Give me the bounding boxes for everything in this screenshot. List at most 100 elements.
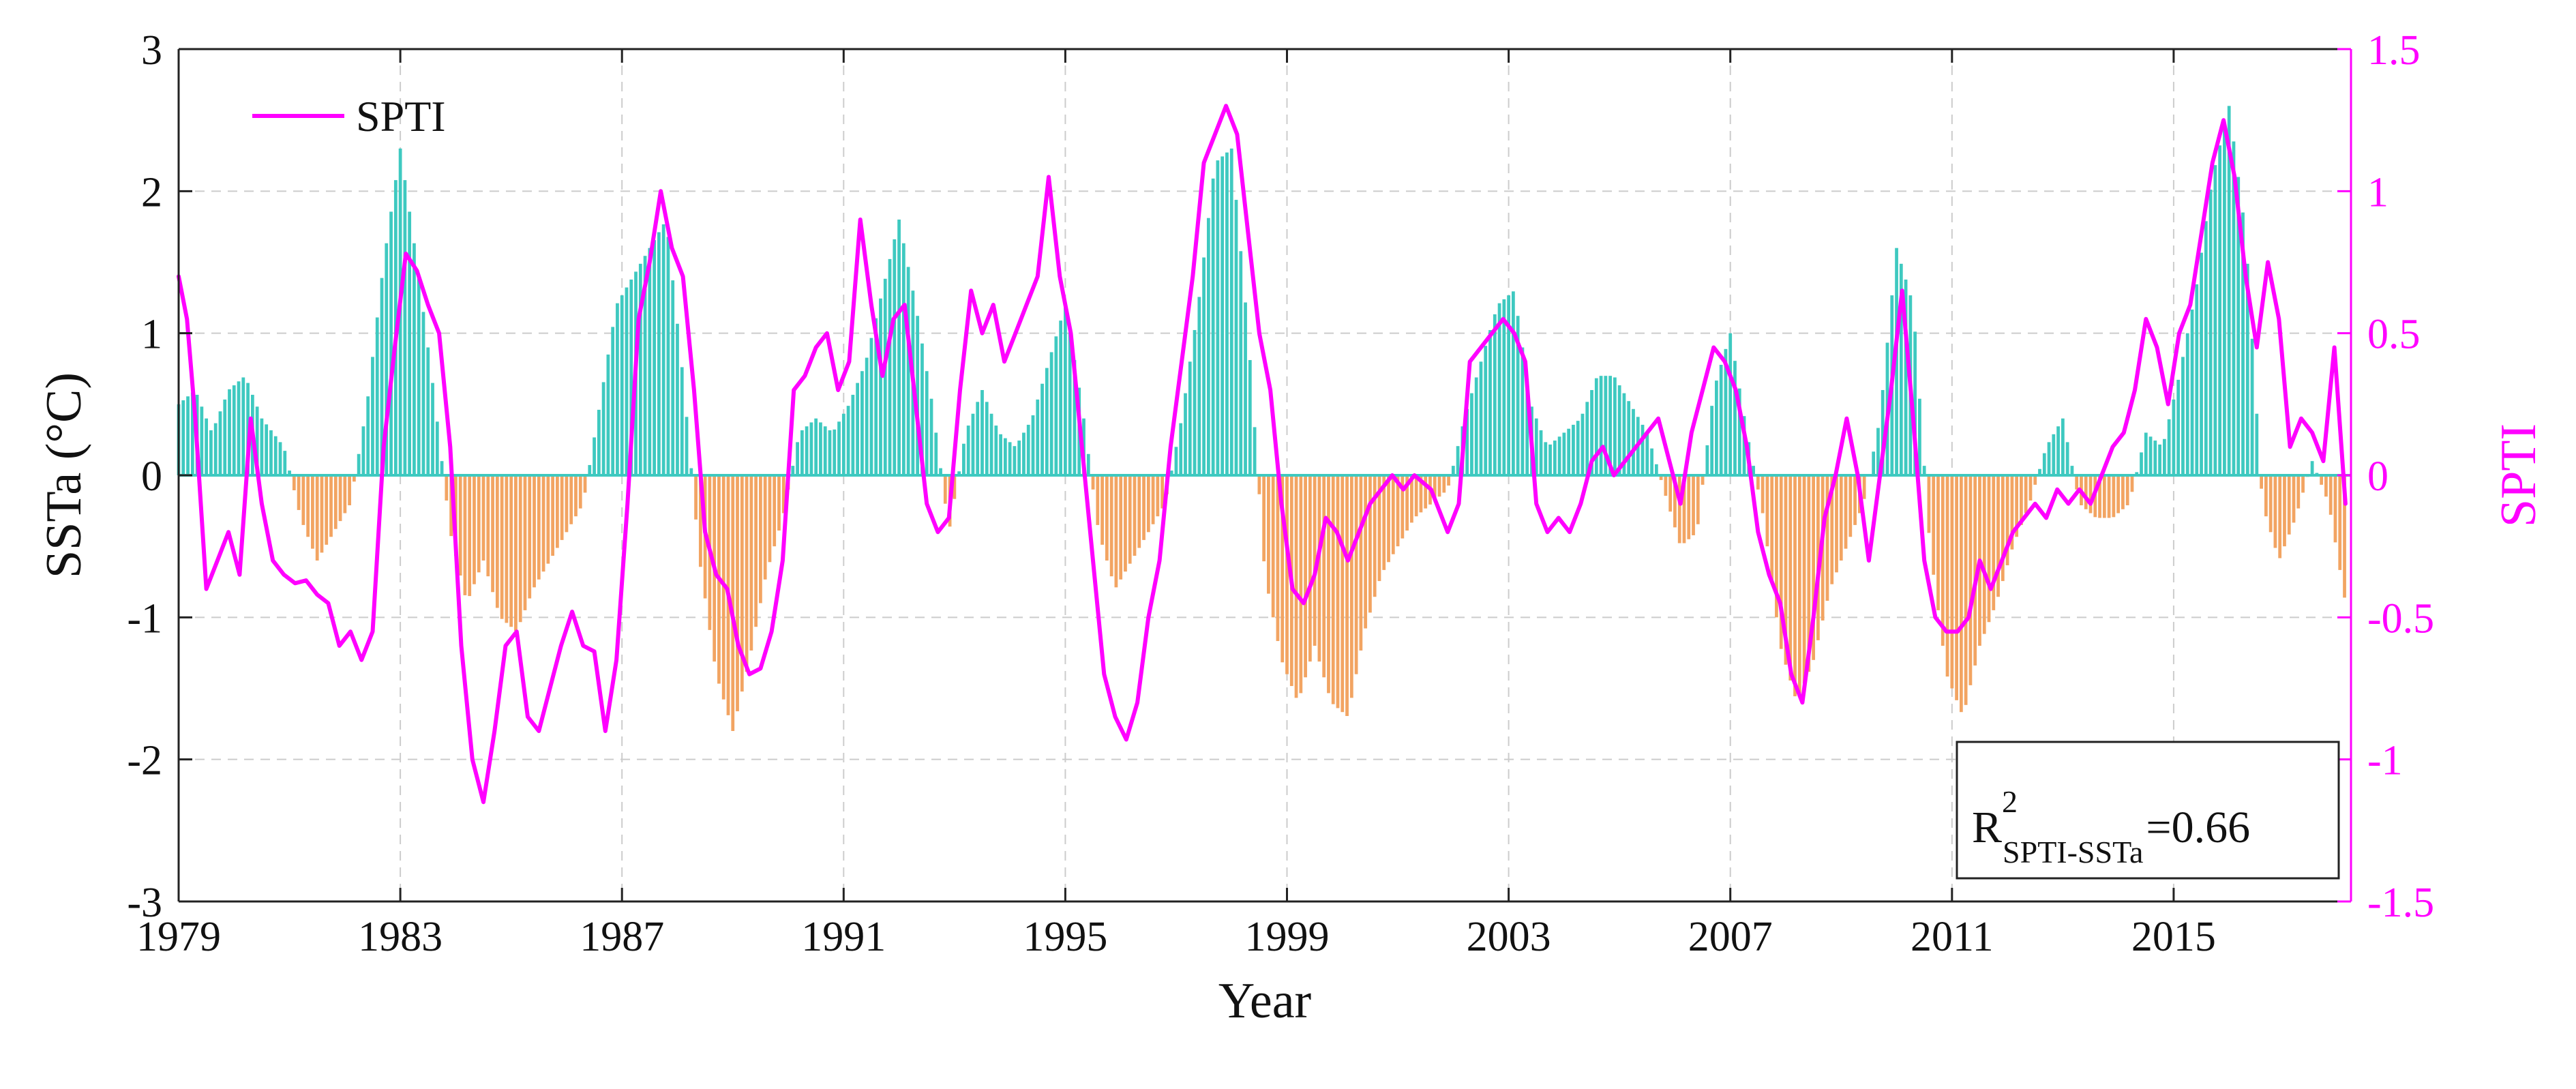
ssta-bar-323 bbox=[1668, 475, 1673, 512]
ssta-bar-433 bbox=[2176, 379, 2181, 475]
ssta-bar-280 bbox=[1470, 393, 1473, 475]
ssta-bar-265 bbox=[1401, 475, 1405, 539]
ssta-bar-100 bbox=[638, 263, 642, 475]
ssta-bar-211 bbox=[1151, 475, 1155, 524]
ssta-bar-321 bbox=[1659, 475, 1663, 480]
ssta-bar-190 bbox=[1054, 336, 1058, 475]
ssta-bar-212 bbox=[1156, 475, 1160, 517]
ssta-bar-86 bbox=[574, 475, 578, 517]
ssta-bar-31 bbox=[320, 475, 324, 553]
ssta-bar-407 bbox=[2056, 426, 2060, 475]
ssta-bar-297 bbox=[1548, 444, 1552, 475]
ssta-bar-246 bbox=[1313, 475, 1317, 646]
ssta-bar-319 bbox=[1650, 448, 1653, 475]
ssta-bar-378 bbox=[1922, 466, 1926, 475]
ssta-bar-222 bbox=[1202, 257, 1205, 475]
ssta-bar-156 bbox=[897, 220, 901, 475]
ssta-bar-464 bbox=[2320, 475, 2324, 485]
ssta-bar-350 bbox=[1793, 475, 1797, 697]
annotation-text: R 2 SPTI-SSTa =0.66 bbox=[1972, 784, 2250, 869]
right-y-tick-label-5: 1 bbox=[2367, 169, 2388, 215]
right-y-tick-label-1: -1 bbox=[2367, 738, 2403, 784]
ssta-bar-8 bbox=[213, 423, 218, 475]
ssta-bar-98 bbox=[629, 279, 633, 475]
ssta-bar-53 bbox=[421, 312, 425, 475]
ssta-bar-236 bbox=[1267, 475, 1270, 594]
ssta-bar-134 bbox=[796, 442, 799, 475]
ssta-bar-84 bbox=[565, 475, 569, 533]
ssta-bar-455 bbox=[2278, 475, 2282, 558]
ssta-bar-440 bbox=[2208, 190, 2213, 475]
ssta-bar-468 bbox=[2338, 475, 2342, 570]
ssta-bar-317 bbox=[1641, 424, 1645, 475]
ssta-bar-223 bbox=[1206, 218, 1210, 475]
ssta-bar-220 bbox=[1193, 330, 1197, 475]
ssta-bar-342 bbox=[1756, 475, 1760, 490]
ssta-bar-165 bbox=[939, 468, 942, 475]
ssta-bar-168 bbox=[953, 475, 957, 499]
ssta-bar-367 bbox=[1872, 451, 1876, 475]
ssta-bar-41 bbox=[366, 396, 370, 475]
ssta-bar-30 bbox=[315, 475, 319, 561]
ssta-bar-21 bbox=[273, 436, 278, 475]
ssta-bar-145 bbox=[846, 406, 850, 475]
ssta-bar-322 bbox=[1664, 475, 1668, 496]
ssta-bar-160 bbox=[916, 316, 920, 475]
ssta-bar-395 bbox=[2001, 475, 2005, 582]
x-tick-label-3: 1991 bbox=[801, 914, 886, 960]
ssta-bar-45 bbox=[385, 243, 389, 475]
ssta-bar-454 bbox=[2273, 475, 2277, 548]
ssta-bar-451 bbox=[2260, 475, 2263, 489]
ssta-bar-255 bbox=[1354, 475, 1358, 674]
left-y-tick-label-3: 0 bbox=[141, 453, 162, 500]
ssta-bar-253 bbox=[1345, 475, 1349, 717]
ssta-bar-335 bbox=[1724, 348, 1728, 475]
ssta-bar-158 bbox=[906, 267, 910, 475]
ssta-bar-353 bbox=[1807, 475, 1811, 672]
ssta-bar-254 bbox=[1349, 475, 1353, 698]
ssta-bar-213 bbox=[1160, 475, 1165, 509]
ssta-bar-139 bbox=[819, 422, 822, 475]
ssta-bar-382 bbox=[1941, 475, 1945, 646]
ssta-bar-13 bbox=[237, 381, 241, 475]
ssta-bar-314 bbox=[1627, 401, 1631, 475]
ssta-bar-108 bbox=[676, 323, 679, 475]
ssta-bar-141 bbox=[828, 430, 832, 475]
x-tick-label-7: 2007 bbox=[1688, 914, 1773, 960]
ssta-bar-266 bbox=[1405, 475, 1409, 531]
ssta-bar-235 bbox=[1262, 475, 1266, 562]
ssta-bar-164 bbox=[934, 432, 938, 475]
ssta-bar-442 bbox=[2218, 145, 2222, 475]
ssta-bar-201 bbox=[1105, 475, 1109, 561]
ssta-bar-456 bbox=[2283, 475, 2286, 547]
ssta-bar-384 bbox=[1950, 475, 1954, 689]
ssta-bar-171 bbox=[966, 426, 970, 475]
ssta-bar-357 bbox=[1825, 475, 1829, 601]
ssta-bar-299 bbox=[1557, 436, 1561, 475]
ssta-bar-101 bbox=[643, 256, 647, 475]
ssta-bar-151 bbox=[874, 318, 878, 475]
x-axis-ticks: 1979 1983 1987 1991 1995 1999 2003 2007 2011 2015 bbox=[136, 49, 2216, 960]
ssta-bar-302 bbox=[1572, 424, 1575, 475]
ssta-bar-186 bbox=[1036, 399, 1040, 475]
ssta-bar-193 bbox=[1068, 332, 1072, 475]
ssta-bar-327 bbox=[1687, 475, 1691, 539]
ssta-bar-172 bbox=[971, 413, 975, 475]
legend: SPTI bbox=[252, 92, 446, 140]
ssta-bar-82 bbox=[555, 475, 559, 548]
ssta-bar-368 bbox=[1876, 428, 1880, 475]
ssta-bar-377 bbox=[1918, 398, 1921, 475]
ssta-bar-127 bbox=[763, 475, 767, 580]
ssta-bar-365 bbox=[1862, 475, 1866, 499]
ssta-bar-66 bbox=[481, 475, 485, 561]
ssta-bar-67 bbox=[486, 475, 490, 577]
ssta-bar-372 bbox=[1895, 248, 1898, 475]
ssta-bar-434 bbox=[2181, 357, 2185, 475]
ssta-bar-258 bbox=[1368, 475, 1372, 613]
ssta-bar-2 bbox=[186, 396, 190, 475]
ssta-bar-421 bbox=[2121, 475, 2125, 509]
ssta-bar-338 bbox=[1737, 388, 1741, 475]
ssta-bar-1 bbox=[181, 400, 185, 475]
ssta-bar-429 bbox=[2158, 444, 2161, 475]
ssta-bar-414 bbox=[2088, 475, 2093, 513]
